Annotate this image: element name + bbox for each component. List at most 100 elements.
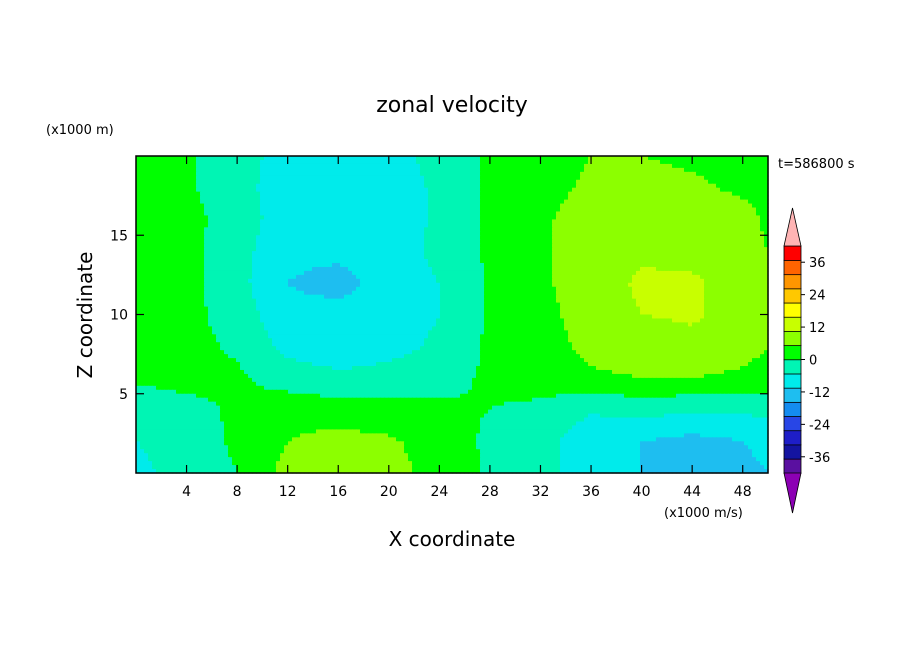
field-cell [752, 187, 757, 193]
field-cell [552, 243, 557, 248]
field-cell [180, 239, 185, 244]
field-cell [696, 247, 701, 252]
field-cell [604, 235, 609, 240]
field-cell [612, 163, 617, 169]
field-cell [336, 255, 341, 260]
field-cell [344, 235, 349, 240]
field-cell [584, 203, 589, 209]
field-cell [368, 278, 373, 284]
field-cell [448, 203, 453, 209]
field-cell [736, 171, 741, 177]
field-cell [360, 235, 365, 240]
field-cell [508, 195, 513, 201]
field-cell [192, 223, 197, 228]
field-cell [472, 231, 477, 236]
field-cell [708, 207, 713, 213]
field-cell [152, 179, 157, 185]
field-cell [640, 223, 645, 228]
field-cell [196, 171, 201, 177]
field-cell [716, 239, 721, 244]
field-cell [364, 223, 369, 228]
field-cell [420, 266, 425, 272]
field-cell [668, 274, 673, 280]
field-cell [396, 211, 401, 217]
field-cell [328, 211, 333, 217]
field-cell [448, 243, 453, 248]
field-cell [532, 156, 537, 161]
field-cell [540, 255, 545, 260]
field-cell [276, 175, 281, 181]
field-cell [720, 259, 725, 264]
field-cell [688, 243, 693, 248]
field-cell [204, 187, 209, 193]
field-cell [756, 231, 761, 236]
field-cell [356, 179, 361, 185]
field-cell [700, 203, 705, 209]
field-cell [384, 187, 389, 193]
field-cell [352, 183, 357, 189]
field-cell [568, 159, 573, 165]
field-cell [340, 247, 345, 252]
field-cell [468, 227, 473, 232]
field-cell [680, 243, 685, 248]
field-cell [712, 195, 717, 201]
field-cell [632, 227, 637, 232]
field-cell [648, 219, 653, 224]
field-cell [348, 262, 353, 268]
field-cell [436, 262, 441, 268]
field-cell [348, 278, 353, 284]
field-cell [676, 199, 681, 205]
field-cell [680, 207, 685, 213]
field-cell [216, 274, 221, 280]
field-cell [484, 156, 489, 161]
field-cell [412, 251, 417, 256]
field-cell [636, 247, 641, 252]
field-cell [400, 171, 405, 177]
field-cell [312, 259, 317, 264]
field-cell [320, 195, 325, 201]
field-cell [452, 203, 457, 209]
field-cell [676, 175, 681, 181]
field-cell [524, 251, 529, 256]
field-cell [328, 167, 333, 173]
field-cell [696, 159, 701, 165]
field-cell [288, 156, 293, 161]
field-cell [756, 199, 761, 205]
field-cell [224, 274, 229, 280]
field-cell [316, 171, 321, 177]
field-cell [680, 187, 685, 193]
field-cell [180, 179, 185, 185]
field-cell [608, 247, 613, 252]
field-cell [348, 247, 353, 252]
field-cell [504, 211, 509, 217]
field-cell [748, 203, 753, 209]
field-cell [692, 163, 697, 169]
field-cell [516, 239, 521, 244]
field-cell [600, 203, 605, 209]
field-cell [696, 270, 701, 276]
field-cell [568, 195, 573, 201]
field-cell [504, 171, 509, 177]
field-cell [692, 274, 697, 280]
field-cell [656, 239, 661, 244]
field-cell [412, 179, 417, 185]
field-cell [608, 159, 613, 165]
field-cell [740, 219, 745, 224]
field-cell [172, 167, 177, 173]
field-cell [340, 211, 345, 217]
field-cell [284, 163, 289, 169]
field-cell [548, 219, 553, 224]
field-cell [460, 195, 465, 201]
field-cell [588, 199, 593, 205]
field-cell [420, 163, 425, 169]
field-cell [320, 163, 325, 169]
field-cell [440, 195, 445, 201]
field-cell [396, 231, 401, 236]
field-cell [596, 171, 601, 177]
field-cell [304, 211, 309, 217]
field-cell [764, 255, 769, 260]
field-cell [748, 223, 753, 228]
field-cell [596, 203, 601, 209]
field-cell [208, 223, 213, 228]
field-cell [516, 255, 521, 260]
